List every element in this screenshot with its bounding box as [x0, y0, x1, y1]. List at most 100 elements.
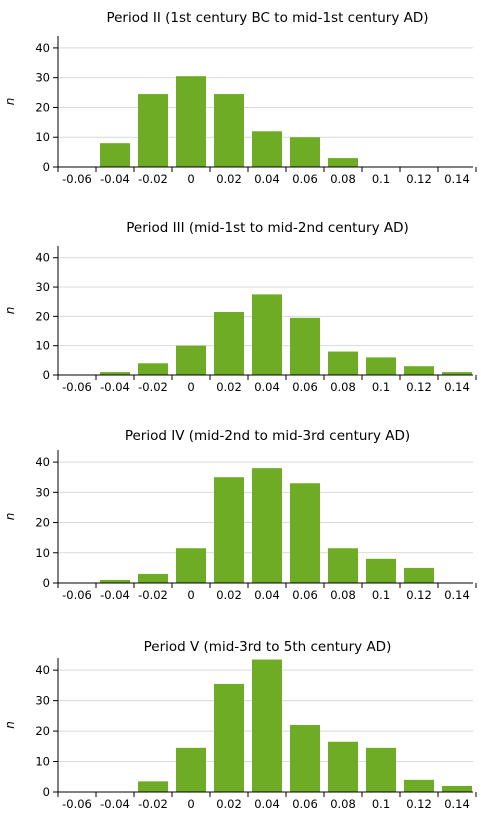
x-tick-label: 0.08: [330, 797, 356, 811]
x-tick-label: 0.14: [444, 380, 470, 394]
bar-0.04: [252, 659, 282, 792]
x-tick-label: 0.08: [330, 588, 356, 602]
x-tick-label: 0.02: [216, 380, 242, 394]
y-tick-label: 20: [35, 724, 50, 738]
bar-0.08: [328, 548, 358, 583]
x-tick-label: -0.04: [100, 588, 130, 602]
y-tick-label: 0: [43, 160, 50, 174]
x-tick-label: 0.04: [254, 172, 280, 186]
bar-0.14: [442, 372, 472, 375]
x-tick-label: 0.02: [216, 172, 242, 186]
x-tick-label: -0.02: [138, 797, 168, 811]
bar--0.02: [138, 573, 168, 583]
y-tick-label: 40: [35, 41, 50, 55]
y-tick-label: 30: [35, 485, 50, 499]
x-tick-label: 0.12: [406, 797, 432, 811]
chart-panel-4: Period V (mid-3rd to 5th century AD) n 0 10…: [3, 639, 477, 811]
x-tick-label: 0: [187, 588, 194, 602]
chart-panel-2: Period III (mid-1st to mid-2nd century A…: [3, 220, 477, 394]
x-tick-label: 0.02: [216, 797, 242, 811]
bar-0.1: [366, 558, 396, 583]
y-axis-label: n: [3, 307, 17, 315]
chart-panel-1: Period II (1st century BC to mid-1st cen…: [3, 10, 477, 186]
bar--0.02: [138, 94, 168, 167]
x-tick-label: 0.02: [216, 588, 242, 602]
y-axis-label: n: [3, 721, 17, 729]
x-tick-label: 0.04: [254, 797, 280, 811]
chart-title: Period III (mid-1st to mid-2nd century A…: [126, 220, 409, 236]
x-tick-label: -0.04: [100, 797, 130, 811]
y-tick-label: 20: [35, 100, 50, 114]
bar--0.04: [100, 143, 130, 167]
y-tick-label: 40: [35, 455, 50, 469]
bar-0.08: [328, 741, 358, 792]
bar-0.06: [290, 483, 320, 583]
chart-title: Period V (mid-3rd to 5th century AD): [144, 639, 392, 655]
bar-0.12: [404, 567, 434, 583]
y-tick-label: 20: [35, 309, 50, 323]
y-tick-label: 20: [35, 516, 50, 530]
x-tick-label: -0.06: [62, 380, 92, 394]
x-tick-label: 0.06: [292, 172, 318, 186]
bar-0.08: [328, 158, 358, 167]
x-tick-label: -0.06: [62, 172, 92, 186]
y-axis-label: n: [3, 98, 17, 106]
bar-0.08: [328, 351, 358, 375]
y-tick-label: 30: [35, 694, 50, 708]
bar-0.02: [214, 477, 244, 583]
x-tick-label: 0.08: [330, 380, 356, 394]
bar-0: [176, 76, 206, 167]
y-tick-label: 10: [35, 130, 50, 144]
x-tick-label: 0: [187, 172, 194, 186]
bar-0.1: [366, 747, 396, 792]
chart-title: Period II (1st century BC to mid-1st cen…: [106, 10, 428, 26]
y-tick-label: 40: [35, 663, 50, 677]
y-tick-label: 10: [35, 755, 50, 769]
bar-0.04: [252, 468, 282, 583]
x-tick-label: 0: [187, 797, 194, 811]
bar--0.04: [100, 579, 130, 583]
y-tick-label: 10: [35, 339, 50, 353]
bar-0.02: [214, 94, 244, 167]
bar-0.12: [404, 366, 434, 375]
bar-0.14: [442, 785, 472, 792]
bar-0: [176, 747, 206, 792]
bar-0.06: [290, 317, 320, 375]
bar-0.06: [290, 725, 320, 792]
bar-0: [176, 345, 206, 375]
y-tick-label: 0: [43, 785, 50, 799]
bar-0.02: [214, 311, 244, 375]
x-tick-label: -0.06: [62, 588, 92, 602]
y-axis-label: n: [3, 513, 17, 521]
bar-0.02: [214, 683, 244, 792]
x-tick-label: 0.1: [372, 172, 390, 186]
y-tick-label: 10: [35, 546, 50, 560]
x-tick-label: 0.12: [406, 380, 432, 394]
bar--0.02: [138, 781, 168, 792]
bar-0.04: [252, 294, 282, 375]
y-tick-label: 0: [43, 368, 50, 382]
x-tick-label: -0.02: [138, 588, 168, 602]
x-tick-label: -0.04: [100, 380, 130, 394]
x-tick-label: -0.06: [62, 797, 92, 811]
x-tick-label: 0.04: [254, 380, 280, 394]
x-tick-label: 0.14: [444, 172, 470, 186]
x-tick-label: 0.12: [406, 588, 432, 602]
x-tick-label: 0.14: [444, 797, 470, 811]
y-tick-label: 0: [43, 576, 50, 590]
x-tick-label: 0.08: [330, 172, 356, 186]
bar-0.06: [290, 137, 320, 167]
x-tick-label: 0.06: [292, 380, 318, 394]
bar-0.04: [252, 131, 282, 167]
x-tick-label: 0.1: [372, 588, 390, 602]
y-tick-label: 30: [35, 280, 50, 294]
bar-0.12: [404, 779, 434, 792]
chart-title: Period IV (mid-2nd to mid-3rd century AD…: [125, 428, 410, 444]
x-tick-label: 0.1: [372, 797, 390, 811]
x-tick-label: 0.06: [292, 588, 318, 602]
x-tick-label: -0.02: [138, 172, 168, 186]
bar-0: [176, 548, 206, 583]
x-tick-label: 0: [187, 380, 194, 394]
bar-0.1: [366, 357, 396, 375]
